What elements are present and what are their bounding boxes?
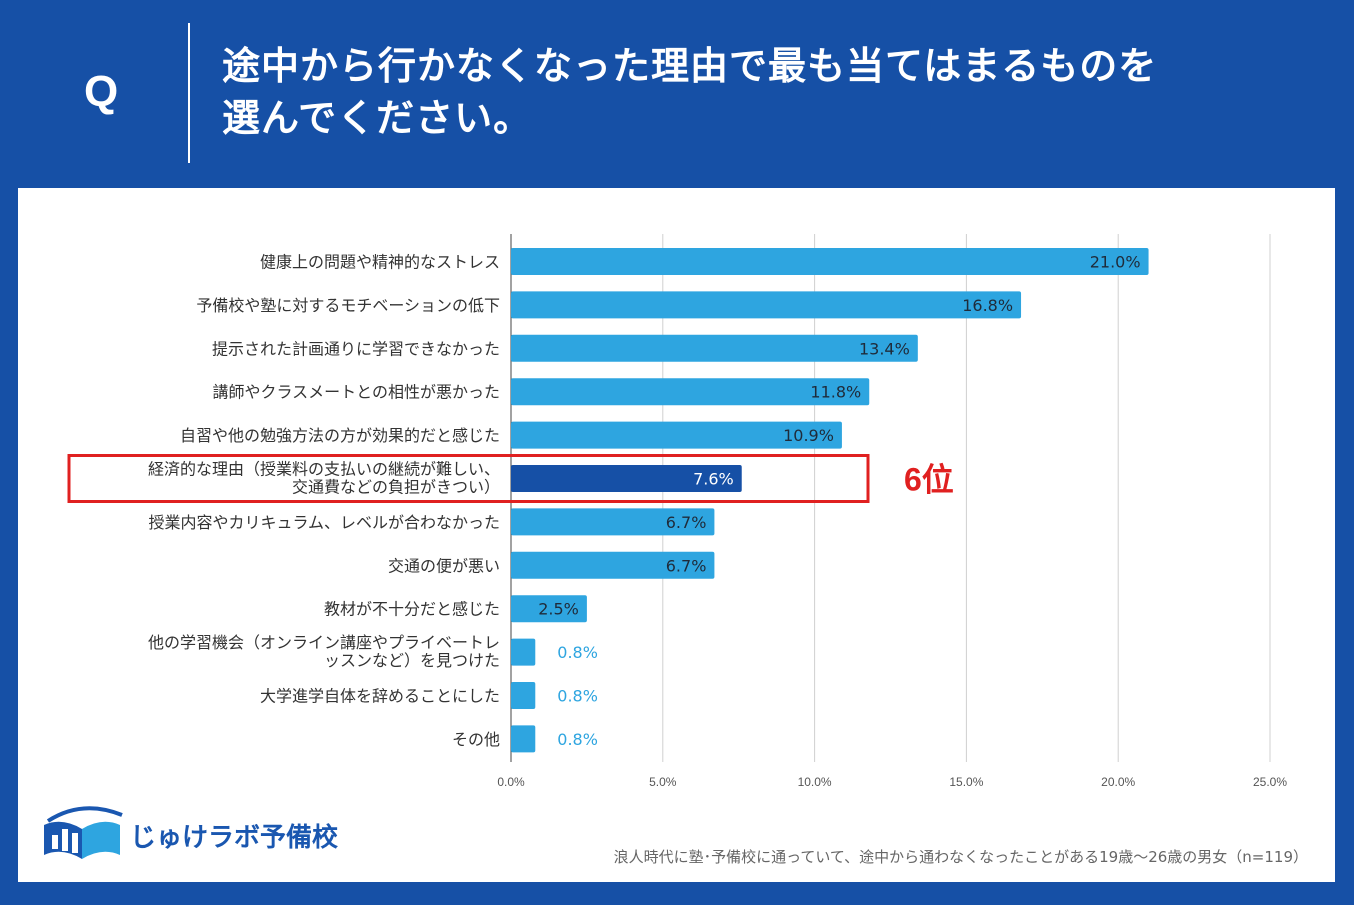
bar-4 [511, 421, 842, 449]
bar-1 [511, 291, 1022, 319]
logo: じゅけラボ予備校 [38, 805, 358, 867]
bar-8 [511, 595, 587, 623]
header: Q 途中から行かなくなった理由で最も当てはまるものを 選んでください。 [0, 0, 1354, 188]
question-title: 途中から行かなくなった理由で最も当てはまるものを 選んでください。 [222, 40, 1302, 144]
category-label-1: 予備校や塾に対するモチベーションの低下 [196, 296, 500, 315]
highlight-box [67, 454, 870, 503]
x-tick-label-5: 25.0% [1253, 775, 1287, 789]
value-label-0: 21.0% [1090, 253, 1141, 272]
value-label-7: 6.7% [666, 556, 707, 575]
category-label-6: 授業内容やカリキュラム、レベルが合わなかった [148, 513, 500, 532]
bar-3 [511, 378, 870, 406]
category-label-3: 講師やクラスメートとの相性が悪かった [212, 383, 500, 402]
x-tick-label-2: 10.0% [798, 775, 832, 789]
value-label-8: 2.5% [538, 600, 579, 619]
category-label-7: 交通の便が悪い [388, 556, 500, 575]
question-title-line-2: 選んでください。 [222, 96, 533, 140]
bar-0 [511, 248, 1149, 275]
open-book-logo-icon [44, 806, 123, 859]
question-title-line-1: 途中から行かなくなった理由で最も当てはまるものを [222, 44, 1158, 88]
x-tick-label-0: 0.0% [497, 775, 525, 789]
question-mark-label: Q [84, 67, 119, 116]
bar-2 [511, 334, 918, 362]
bar-7 [511, 551, 715, 579]
x-tick-label-4: 20.0% [1101, 775, 1135, 789]
value-label-11: 0.8% [557, 730, 598, 749]
value-label-1: 16.8% [962, 296, 1013, 315]
category-label-9-line-1: 他の学習機会（オンライン講座やプライベートレ [148, 633, 500, 652]
value-label-9: 0.8% [557, 643, 598, 662]
bar-5 [511, 465, 742, 492]
bar-9 [511, 638, 536, 666]
bar-11 [511, 725, 536, 753]
value-label-5: 7.6% [693, 470, 734, 489]
category-label-5-line-1: 経済的な理由（授業料の支払いの継続が難しい、 [148, 460, 500, 479]
value-label-4: 10.9% [783, 426, 834, 445]
rank-label: 6位 [904, 462, 954, 498]
category-label-9-line-2: ッスンなど）を見つけた [324, 651, 500, 670]
value-label-6: 6.7% [666, 513, 707, 532]
category-label-11: その他 [452, 730, 500, 749]
category-label-0: 健康上の問題や精神的なストレス [260, 253, 500, 272]
x-tick-label-1: 5.0% [649, 775, 677, 789]
value-label-2: 13.4% [859, 339, 910, 358]
category-label-8: 教材が不十分だと感じた [324, 600, 500, 619]
bar-6 [511, 508, 715, 536]
category-label-5-line-2: 交通費などの負担がきつい） [292, 478, 500, 497]
survey-footnote: 浪人時代に塾･予備校に通っていて、途中から通わなくなったことがある19歳～26歳… [613, 848, 1308, 866]
value-label-10: 0.8% [557, 687, 598, 706]
x-tick-label-3: 15.0% [949, 775, 983, 789]
header-divider [188, 23, 190, 163]
category-label-10: 大学進学自体を辞めることにした [260, 687, 500, 706]
bar-10 [511, 682, 536, 709]
value-label-3: 11.8% [810, 383, 861, 402]
logo-text: じゅけラボ予備校 [130, 823, 339, 853]
category-label-4: 自習や他の勉強方法の方が効果的だと感じた [180, 426, 500, 445]
category-label-2: 提示された計画通りに学習できなかった [212, 339, 500, 358]
